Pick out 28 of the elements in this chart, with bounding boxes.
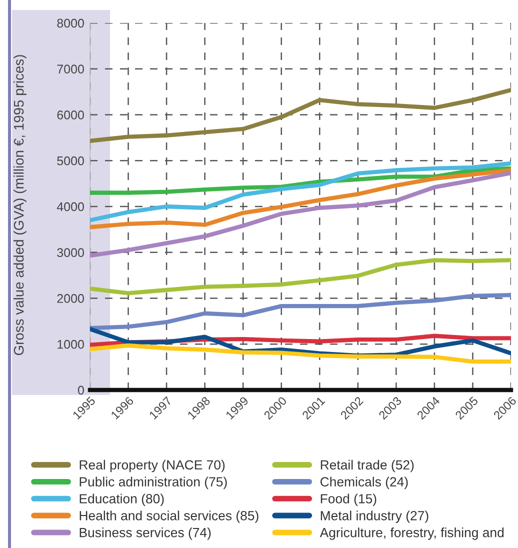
y-tick-label: 2000 xyxy=(57,294,84,303)
legend-label: Business services (74) xyxy=(80,528,211,540)
line-series xyxy=(90,343,511,364)
legend-label: Public administration (75) xyxy=(80,476,227,490)
y-axis-title: Gross value added (GVA) (million €, 1995 prices) xyxy=(14,55,26,356)
y-tick-label: 1000 xyxy=(58,340,84,349)
line-series xyxy=(90,258,511,296)
legend-label: Education (80) xyxy=(80,494,164,506)
line-series xyxy=(90,161,511,222)
y-tick-label: 5000 xyxy=(57,156,84,166)
line-series xyxy=(90,168,511,230)
legend-label: Retail trade (52) xyxy=(320,460,414,472)
line-series xyxy=(90,170,511,258)
line-series xyxy=(90,88,511,143)
y-tick-label: 4000 xyxy=(56,202,84,212)
y-tick-label: 3000 xyxy=(57,248,84,258)
legend-label: Metal industry (27) xyxy=(320,510,428,523)
legend-label: Food (15) xyxy=(320,494,376,506)
y-tick-label: 0 xyxy=(78,386,84,395)
legend-label: Agriculture, forestry, fishing and xyxy=(320,528,504,540)
y-tick-label: 8000 xyxy=(57,18,84,28)
legend-label: Health and social services (85) xyxy=(80,510,258,523)
legend-label: Real property (NACE 70) xyxy=(80,460,225,472)
y-tick-label: 7000 xyxy=(57,64,84,74)
line-series xyxy=(90,292,511,330)
y-tick-label: 6000 xyxy=(57,110,84,120)
legend-label: Chemicals (24) xyxy=(320,476,408,490)
line-series xyxy=(90,166,511,195)
